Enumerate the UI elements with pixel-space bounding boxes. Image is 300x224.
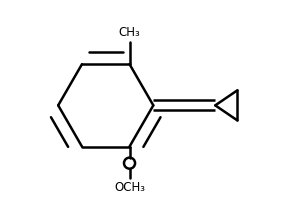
Text: CH₃: CH₃: [119, 26, 140, 39]
Text: OCH₃: OCH₃: [114, 181, 145, 194]
